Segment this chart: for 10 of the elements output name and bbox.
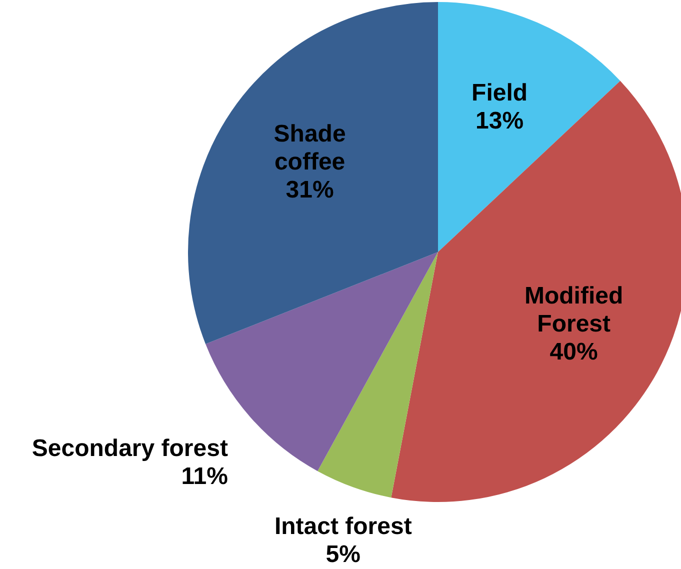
slice-label: Field [472,79,528,106]
slice-label: Modified Forest [524,282,624,338]
data-label: 5% [326,541,360,568]
data-label: 40% [550,338,598,366]
slice-label: Intact forest [274,513,412,540]
data-label: 11% [181,462,228,490]
slice-label: Shade coffee [274,120,346,176]
slice-label: Secondary forest [32,434,228,462]
data-label: 13% [476,107,524,134]
data-label: 31% [286,176,334,204]
